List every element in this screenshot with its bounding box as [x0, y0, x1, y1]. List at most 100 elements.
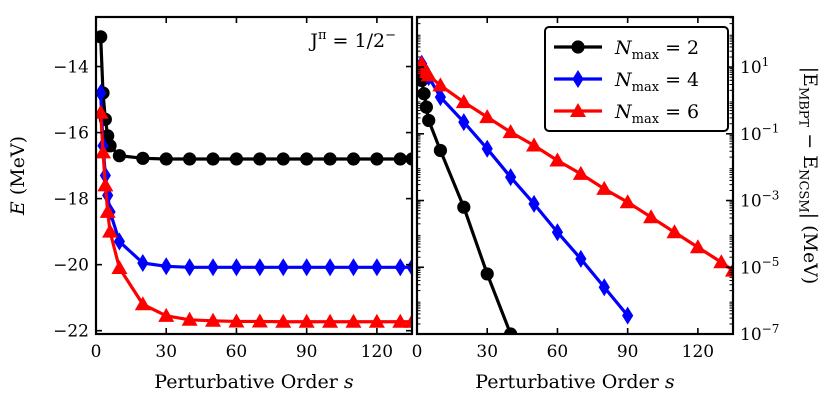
- left-series-0-point: [206, 152, 220, 166]
- left-series-0-point: [183, 152, 197, 166]
- right-series-2-point: [643, 209, 660, 224]
- left-series-1-point: [230, 258, 243, 277]
- left-y-tick-label: −16: [53, 124, 89, 144]
- right-series-1-point: [434, 88, 447, 107]
- left-series-2-point: [404, 313, 412, 328]
- left-series-2-point: [96, 144, 112, 159]
- right-series-1-point: [458, 113, 470, 132]
- left-x-tick-label: 120: [361, 342, 393, 362]
- left-series-2-point: [322, 313, 339, 328]
- left-series-2-point: [181, 311, 198, 326]
- left-series-1-point: [207, 258, 219, 277]
- right-x-tick-label: 90: [617, 342, 639, 362]
- right-series-2-point: [596, 180, 613, 195]
- right-series-2-point: [432, 77, 449, 92]
- left-series-0-point: [300, 152, 314, 166]
- left-series-2-point: [228, 313, 245, 328]
- left-y-tick-label: −20: [53, 256, 89, 276]
- legend-label-0: Nmax​ = 2: [614, 37, 699, 63]
- right-y-tick-label: 10−7​: [740, 322, 779, 345]
- left-series-1-point: [277, 258, 289, 277]
- left-y-tick-label: −18: [53, 190, 89, 210]
- left-series-1-point: [406, 258, 412, 277]
- left-series-2-point: [345, 313, 362, 328]
- left-series-1-point: [394, 258, 406, 277]
- left-series-2-point: [102, 223, 119, 238]
- left-series-1-point: [254, 258, 266, 277]
- legend-marker-0: [571, 40, 585, 54]
- left-series-0-point: [323, 152, 337, 166]
- right-axes-frame: [415, 15, 735, 336]
- right-y-tick-label: 10−5​: [740, 255, 779, 278]
- left-series-2-point: [392, 313, 409, 328]
- left-plot-area: [96, 30, 412, 328]
- left-series-1-point: [137, 254, 149, 273]
- right-series-1-point: [481, 139, 493, 158]
- left-series-2-point: [368, 313, 385, 328]
- left-series-1-point: [160, 257, 172, 276]
- left-series-0-line: [99, 36, 412, 161]
- left-series-1-point: [96, 83, 107, 102]
- right-y-tick-label: 10−3​: [740, 188, 779, 211]
- left-series-2-point: [99, 203, 116, 218]
- right-series-0-point: [480, 267, 494, 281]
- left-series-0-point: [405, 152, 412, 166]
- left-x-axis-label: Perturbative Order s: [154, 371, 354, 393]
- right-series-0-point: [433, 143, 448, 158]
- right-x-tick-label: 30: [476, 342, 498, 362]
- right-x-tick-label: 0: [412, 342, 423, 362]
- left-series-1-line: [99, 92, 412, 269]
- right-series-2-point: [725, 262, 733, 277]
- left-series-0-point: [229, 152, 244, 166]
- left-x-tick-label: 60: [226, 342, 248, 362]
- left-series-0-point: [159, 152, 173, 166]
- legend-marker-1: [572, 70, 584, 88]
- left-series-0-point: [96, 30, 108, 44]
- left-series-1-point: [301, 258, 313, 277]
- left-series-2-point: [96, 104, 109, 119]
- right-series-2-point: [479, 109, 496, 124]
- right-x-tick-label: 120: [682, 342, 714, 362]
- left-y-axis-label: E (MeV): [7, 136, 29, 216]
- left-series-2-point: [158, 307, 175, 322]
- right-series-2-point: [455, 94, 472, 109]
- left-series-2-point: [134, 296, 151, 311]
- right-x-tick-label: 60: [547, 342, 569, 362]
- left-x-tick-label: 30: [155, 342, 177, 362]
- right-x-axis-label: Perturbative Order s: [475, 371, 675, 393]
- left-series-0-point: [393, 152, 407, 166]
- left-series-1-point: [113, 232, 126, 251]
- right-series-2-point: [502, 124, 519, 139]
- left-series-0-point: [253, 152, 267, 166]
- left-x-tick-label: 90: [296, 342, 318, 362]
- right-series-2-point: [572, 165, 589, 180]
- left-series-1-point: [184, 258, 196, 277]
- legend-frame: [544, 26, 729, 132]
- left-series-0-point: [346, 152, 361, 166]
- right-series-2-point: [420, 67, 437, 82]
- left-series-0-point: [112, 149, 127, 163]
- left-y-tick-label: −22: [53, 322, 89, 342]
- left-series-2-point: [97, 177, 114, 192]
- right-series-2-point: [549, 152, 566, 167]
- right-series-1-point: [551, 223, 564, 242]
- left-series-0-point: [103, 139, 117, 153]
- left-x-tick-label: 0: [91, 342, 102, 362]
- left-annotation: Jπ​ = 1/2−​: [308, 28, 396, 52]
- right-series-0-point: [422, 113, 436, 128]
- right-y-tick-label: 10−1​: [740, 122, 779, 145]
- legend-label-2: Nmax​ = 6: [614, 101, 699, 127]
- right-y-axis-label: |EMBPT​ − ENCSM​| (MeV): [795, 67, 821, 285]
- left-y-tick-label: −14: [53, 58, 89, 78]
- right-series-2-point: [526, 137, 543, 152]
- right-series-1-point: [528, 194, 540, 213]
- left-series-0-point: [276, 152, 290, 166]
- left-series-2-point: [251, 313, 268, 328]
- left-series-2-point: [205, 312, 222, 327]
- right-series-0-point: [417, 87, 431, 101]
- right-series-2-point: [666, 224, 683, 239]
- legend-marker-2: [570, 103, 586, 117]
- legend: Nmax​ = 2 Nmax​ = 4 Nmax​ = 6: [544, 26, 729, 132]
- left-series-2-point: [275, 313, 292, 328]
